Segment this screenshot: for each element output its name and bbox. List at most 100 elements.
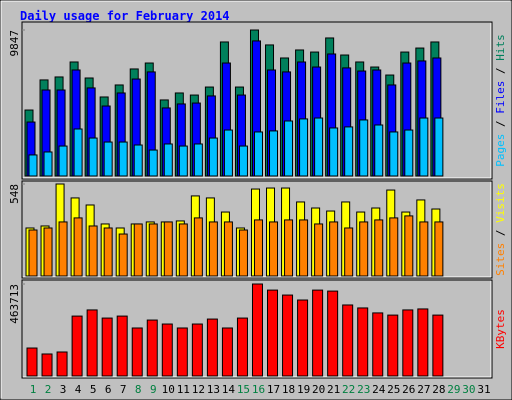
x-tick-label: 24 xyxy=(372,383,386,396)
x-tick-label: 5 xyxy=(90,383,97,396)
x-tick-label: 7 xyxy=(120,383,127,396)
bar xyxy=(131,327,143,377)
bar xyxy=(58,145,68,177)
x-tick-label: 11 xyxy=(177,383,190,396)
x-tick-label: 23 xyxy=(357,383,370,396)
bar xyxy=(359,119,369,177)
bar xyxy=(404,129,414,177)
bar xyxy=(329,127,339,177)
bar xyxy=(208,137,218,177)
bar xyxy=(73,128,83,177)
bar xyxy=(299,219,309,277)
legend: KBytes xyxy=(494,309,507,349)
bar xyxy=(103,227,113,277)
bar xyxy=(208,221,218,277)
bar xyxy=(389,217,399,277)
bar xyxy=(269,130,279,177)
y-tick-label: 463713 xyxy=(8,284,21,324)
x-tick-label: 1 xyxy=(30,383,37,396)
bar xyxy=(191,323,203,377)
bar xyxy=(176,327,188,377)
bar xyxy=(374,219,384,277)
x-tick-label: 26 xyxy=(402,383,415,396)
bar xyxy=(238,145,248,177)
bar xyxy=(359,221,369,277)
x-tick-label: 2 xyxy=(45,383,52,396)
x-tick-label: 6 xyxy=(105,383,112,396)
bar xyxy=(329,221,339,277)
bar xyxy=(163,221,173,277)
bar xyxy=(103,141,113,177)
x-tick-label: 31 xyxy=(477,383,490,396)
bar xyxy=(148,149,158,177)
bar xyxy=(161,323,173,377)
bar xyxy=(253,131,263,177)
bar xyxy=(251,283,263,377)
x-tick-label: 4 xyxy=(75,383,82,396)
bar xyxy=(178,145,188,177)
y-tick-label: 548 xyxy=(8,184,21,204)
bar xyxy=(314,223,324,277)
bar xyxy=(178,223,188,277)
bar xyxy=(387,314,399,377)
bar xyxy=(432,314,444,377)
bar xyxy=(357,307,369,377)
bar xyxy=(133,144,143,177)
bar xyxy=(88,137,98,177)
x-tick-label: 27 xyxy=(417,383,430,396)
legend-entry: Files xyxy=(494,81,507,114)
legend-separator: / xyxy=(494,61,507,81)
bar xyxy=(163,143,173,177)
bar xyxy=(41,353,53,377)
bar xyxy=(221,327,233,377)
legend-entry: KBytes xyxy=(494,309,507,349)
chart-title: Daily usage for February 2014 xyxy=(20,9,230,23)
x-tick-label: 3 xyxy=(60,383,67,396)
bar xyxy=(312,289,324,377)
bar xyxy=(434,221,444,277)
bar xyxy=(223,129,233,177)
bar xyxy=(282,294,294,377)
legend: Pages / Files / Hits xyxy=(494,34,507,167)
bar xyxy=(101,317,113,377)
x-tick-label: 12 xyxy=(192,383,205,396)
x-tick-label: 15 xyxy=(237,383,250,396)
x-tick-label: 9 xyxy=(150,383,157,396)
x-tick-label: 10 xyxy=(162,383,175,396)
x-tick-label: 8 xyxy=(135,383,142,396)
x-tick-label: 22 xyxy=(342,383,355,396)
bar xyxy=(404,215,414,277)
bar xyxy=(43,151,53,177)
bar xyxy=(28,154,38,177)
bar xyxy=(267,289,279,377)
bar xyxy=(71,315,83,377)
bar xyxy=(374,124,384,177)
x-tick-label: 28 xyxy=(432,383,445,396)
legend-separator: / xyxy=(494,223,507,243)
bar xyxy=(342,304,354,377)
bar xyxy=(284,120,294,177)
x-tick-label: 20 xyxy=(312,383,325,396)
bar xyxy=(284,219,294,277)
bar xyxy=(372,312,384,377)
bar xyxy=(253,219,263,277)
bar xyxy=(118,141,128,177)
bar xyxy=(206,318,218,377)
bar xyxy=(56,351,68,377)
bar xyxy=(269,221,279,277)
bar xyxy=(434,117,444,177)
bar xyxy=(118,233,128,277)
bar xyxy=(402,309,414,377)
bar xyxy=(148,223,158,277)
x-tick-label: 16 xyxy=(252,383,265,396)
x-tick-label: 13 xyxy=(207,383,220,396)
bar xyxy=(133,223,143,277)
legend: Sites / Visits xyxy=(494,183,507,276)
legend-separator: / xyxy=(494,114,507,134)
x-tick-label: 19 xyxy=(297,383,310,396)
bar xyxy=(297,299,309,377)
bar xyxy=(236,317,248,377)
bar xyxy=(26,347,38,377)
